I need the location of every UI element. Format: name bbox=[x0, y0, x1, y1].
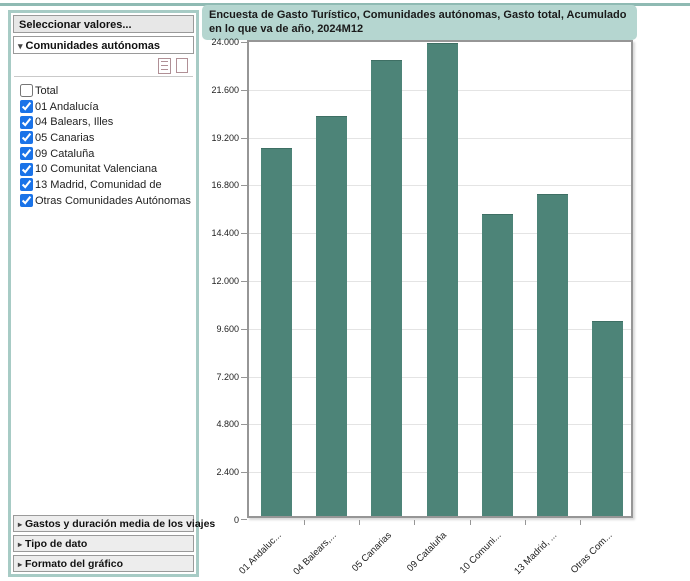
values-panel: Seleccionar valores... ▾ Comunidades autó… bbox=[8, 10, 215, 577]
item-checkbox[interactable] bbox=[20, 131, 33, 145]
item-checkbox[interactable] bbox=[20, 162, 33, 176]
x-axis-tick bbox=[469, 520, 471, 525]
bar bbox=[316, 115, 348, 516]
item-label: 04 Balears, Illes bbox=[35, 116, 114, 129]
item-checkbox[interactable] bbox=[20, 178, 33, 192]
item-checkbox[interactable] bbox=[20, 194, 33, 208]
item-label: 09 Cataluña bbox=[35, 147, 95, 160]
x-axis-label: 01 Andaluc... bbox=[236, 530, 284, 577]
y-axis-label: 21.600 bbox=[211, 84, 239, 95]
y-axis-label: 14.400 bbox=[211, 228, 239, 239]
bar bbox=[426, 42, 458, 516]
section-label: Tipo de dato bbox=[25, 538, 88, 550]
y-axis-tick bbox=[241, 89, 247, 91]
y-axis-tick bbox=[241, 281, 247, 282]
x-axis-label: 05 Canarias bbox=[349, 530, 394, 575]
y-axis-tick bbox=[241, 376, 247, 378]
item-label: 13 Madrid, Comunidad de bbox=[35, 178, 162, 191]
y-axis-tick bbox=[241, 42, 247, 43]
item-label: 05 Canarias bbox=[35, 131, 95, 144]
x-axis-label: 13 Madrid, ... bbox=[512, 530, 560, 577]
y-axis-label: 9.600 bbox=[216, 323, 239, 334]
y-axis-label: 12.000 bbox=[211, 276, 239, 286]
bar bbox=[591, 321, 623, 516]
x-axis-tick bbox=[359, 520, 361, 525]
section-gastos-y-duracion[interactable]: ▸ Gastos y duración media de los viajes bbox=[13, 515, 215, 532]
y-axis-tick bbox=[241, 185, 247, 187]
checkbox-item: 09 Cataluña bbox=[20, 146, 194, 162]
bar bbox=[261, 147, 293, 516]
y-axis-tick bbox=[241, 472, 247, 474]
bar bbox=[536, 194, 568, 516]
plot-area: 0 2.400 4.800 7.200 9.600 12.000 14.400 16.800 1… bbox=[211, 37, 633, 577]
bar bbox=[371, 59, 403, 516]
deselect-all-icon[interactable] bbox=[176, 58, 188, 73]
item-checkbox[interactable] bbox=[20, 100, 33, 114]
checkbox-item: 10 Comunitat Valenciana bbox=[20, 161, 194, 177]
item-checkbox[interactable] bbox=[20, 115, 33, 129]
bar bbox=[481, 214, 513, 516]
y-axis-tick bbox=[241, 328, 247, 330]
checkbox-item: Total bbox=[20, 83, 194, 99]
spacer bbox=[13, 209, 194, 513]
chevron-right-icon: ▸ bbox=[18, 560, 23, 569]
x-axis-tick bbox=[579, 520, 581, 525]
value-list: Total 01 Andalucía 04 Balears, Illes 05 Can… bbox=[13, 77, 194, 209]
chevron-right-icon: ▸ bbox=[18, 540, 23, 549]
checkbox-item: 13 Madrid, Comunidad de bbox=[20, 177, 194, 193]
y-axis-tick bbox=[241, 519, 247, 520]
selection-icons-row bbox=[13, 56, 194, 76]
x-axis-label: 04 Balears,... bbox=[291, 530, 339, 578]
item-label: 01 Andalucía bbox=[35, 100, 99, 113]
checkbox-item: 01 Andalucía bbox=[20, 99, 194, 115]
select-all-icon[interactable] bbox=[158, 58, 171, 74]
divider bbox=[14, 76, 193, 77]
y-axis-label: 0 bbox=[233, 515, 239, 525]
panel-title: Seleccionar valores... bbox=[13, 15, 194, 33]
x-axis-label: Otras Com... bbox=[568, 530, 615, 576]
y-axis-label: 2.400 bbox=[216, 467, 239, 478]
y-axis-tick bbox=[241, 424, 247, 426]
item-label: Total bbox=[35, 84, 59, 97]
x-axis-label: 10 Comuni... bbox=[458, 530, 504, 576]
section-tipo-de-dato[interactable]: ▸ Tipo de dato bbox=[13, 535, 194, 552]
x-axis-tick bbox=[524, 520, 526, 525]
checkbox-item: 04 Balears, Illes bbox=[20, 114, 194, 130]
section-label: Gastos y duración media de los viajes bbox=[25, 518, 216, 530]
x-axis-tick bbox=[414, 520, 416, 525]
item-label: Otras Comunidades Autónomas bbox=[35, 194, 191, 207]
chevron-down-icon: ▾ bbox=[18, 41, 23, 51]
y-axis-label: 19.200 bbox=[211, 132, 239, 143]
y-axis-label: 24.000 bbox=[211, 37, 239, 47]
checkbox-item: Otras Comunidades Autónomas bbox=[20, 193, 194, 209]
item-checkbox[interactable] bbox=[20, 84, 33, 98]
chart-title: Encuesta de Gasto Turístico, Comunidades… bbox=[202, 5, 637, 40]
y-axis-label: 4.800 bbox=[216, 419, 239, 430]
checkbox-item: 05 Canarias bbox=[20, 130, 194, 146]
section-label: Formato del gráfico bbox=[25, 558, 124, 570]
section-formato-del-grafico[interactable]: ▸ Formato del gráfico bbox=[13, 555, 194, 572]
section-comunidades-autonomas[interactable]: ▾ Comunidades autónomas bbox=[13, 36, 194, 54]
y-axis-tick bbox=[241, 137, 247, 139]
chevron-right-icon: ▸ bbox=[18, 520, 23, 529]
section-label: Comunidades autónomas bbox=[25, 40, 160, 52]
y-axis-tick bbox=[241, 233, 247, 235]
x-axis-tick bbox=[304, 520, 306, 525]
item-checkbox[interactable] bbox=[20, 147, 33, 161]
top-accent-strip bbox=[0, 3, 690, 6]
y-axis-label: 16.800 bbox=[211, 180, 239, 191]
y-axis-label: 7.200 bbox=[216, 371, 239, 382]
item-label: 10 Comunitat Valenciana bbox=[35, 163, 158, 176]
x-axis-label: 09 Cataluña bbox=[404, 530, 449, 575]
